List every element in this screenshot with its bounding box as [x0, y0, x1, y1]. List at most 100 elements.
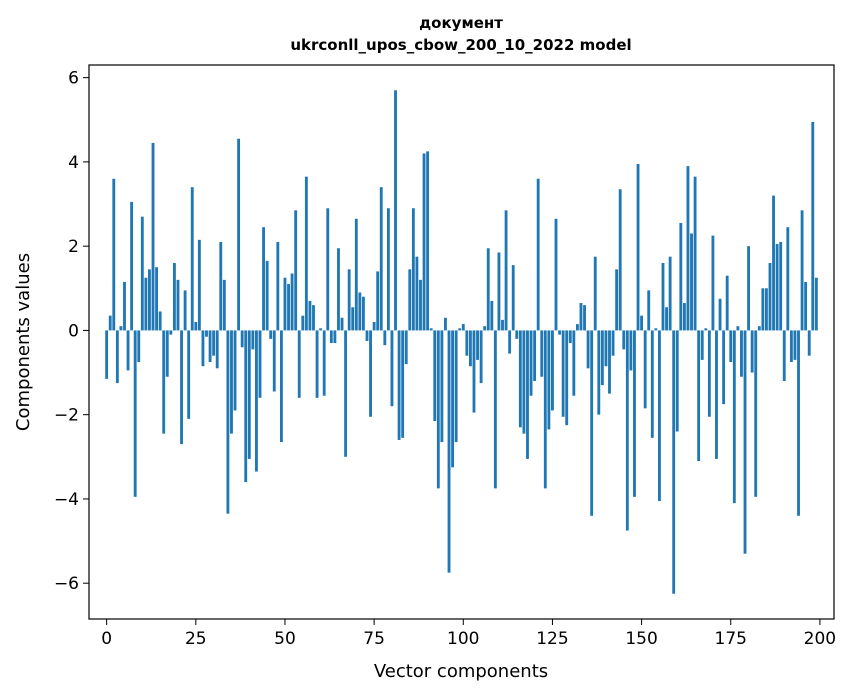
bar [272, 330, 276, 392]
bar [105, 330, 109, 379]
bar [775, 244, 779, 331]
bar [205, 330, 208, 337]
bar [372, 321, 376, 331]
bar [344, 330, 348, 457]
bar [679, 222, 683, 331]
bar [479, 330, 483, 384]
bar [144, 277, 148, 331]
bar [568, 330, 572, 344]
bar [718, 298, 722, 331]
bar [665, 307, 668, 331]
bar [661, 263, 665, 331]
bar [590, 330, 594, 516]
bar [326, 208, 330, 331]
y-tick-label: 2 [68, 237, 79, 257]
bar [533, 330, 537, 381]
bar [501, 319, 504, 331]
x-tick-label: 0 [101, 629, 112, 649]
bar [526, 330, 529, 459]
bar [304, 176, 308, 331]
bar [255, 330, 258, 472]
bar [297, 330, 301, 398]
bar [119, 326, 123, 331]
bar [436, 330, 440, 489]
bar [793, 330, 797, 360]
bar [789, 330, 793, 363]
y-tick-label: 0 [68, 321, 79, 341]
bar [180, 330, 183, 445]
bar [572, 330, 576, 396]
bar [579, 303, 583, 331]
bar [322, 330, 326, 396]
bar [401, 330, 405, 438]
bar [757, 326, 761, 331]
bar [208, 330, 212, 363]
bar [461, 324, 465, 331]
bar [515, 330, 519, 339]
bar [212, 330, 216, 356]
bar [782, 330, 786, 381]
bar [551, 330, 554, 411]
bar [725, 275, 729, 331]
bar [358, 292, 362, 331]
bar [422, 153, 426, 331]
bar [308, 300, 312, 331]
bar [522, 330, 526, 434]
bar [458, 328, 462, 331]
bar [483, 326, 487, 331]
bar [404, 330, 408, 365]
bar [536, 178, 540, 331]
bar [454, 330, 458, 443]
bar [354, 218, 358, 331]
bar [408, 269, 412, 331]
bar [722, 330, 726, 405]
bar [786, 227, 790, 331]
bar [486, 248, 490, 331]
bar [115, 330, 119, 384]
bar [740, 330, 743, 377]
bar [629, 330, 633, 371]
bar [697, 330, 701, 462]
bar [814, 277, 818, 331]
bar [772, 195, 775, 331]
bar [233, 330, 237, 411]
bar [376, 271, 380, 331]
bar [650, 330, 654, 438]
bar [312, 305, 315, 331]
bar [194, 321, 198, 331]
bar [561, 330, 565, 417]
bar [158, 311, 162, 331]
bar [611, 330, 615, 356]
bar [265, 260, 269, 331]
bar [711, 235, 715, 331]
bar [736, 326, 740, 331]
bar [543, 330, 547, 489]
bar [162, 330, 166, 434]
bar [468, 330, 472, 367]
bar [508, 330, 512, 354]
bar [700, 330, 704, 360]
bar [172, 263, 176, 331]
bar [675, 330, 679, 432]
bar [126, 330, 130, 371]
bar [690, 233, 693, 331]
bar [190, 187, 194, 331]
bar [397, 330, 401, 440]
bar [647, 290, 651, 331]
bar [658, 330, 661, 502]
bar [715, 330, 718, 459]
bar [586, 330, 590, 369]
bar [287, 284, 290, 331]
y-tick-label: 4 [68, 153, 79, 173]
bar [797, 330, 800, 516]
bar [394, 90, 397, 331]
bar [279, 330, 283, 443]
bar [761, 288, 765, 331]
bar [497, 252, 501, 331]
bar [411, 208, 415, 331]
bar [176, 279, 180, 331]
bar [165, 330, 169, 377]
bar [693, 176, 697, 331]
bar [625, 330, 629, 531]
